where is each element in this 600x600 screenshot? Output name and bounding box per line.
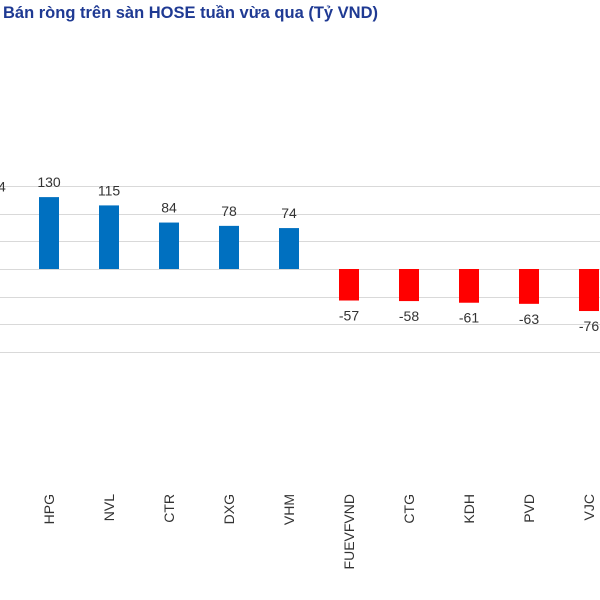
category-labels: HPG NVL CTR DXG VHM FUEVFVND CTG KDH PVD VJC (41, 494, 597, 570)
bar-vjc (579, 269, 599, 312)
value-label: 115 (98, 182, 121, 198)
bar-nvl (99, 205, 119, 269)
value-labels: 4 130 115 84 78 74 -57 -58 -61 -63 -76 (0, 174, 599, 334)
category-label: NVL (101, 494, 117, 521)
bar-ctg (399, 269, 419, 302)
bar-pvd (519, 269, 539, 304)
category-label: DXG (221, 494, 237, 524)
gridlines (0, 186, 600, 353)
chart-title: Bán ròng trên sàn HOSE tuần vừa qua (Tỷ … (3, 4, 378, 22)
value-label: 130 (37, 174, 61, 190)
value-label: 84 (161, 200, 177, 216)
category-label: PVD (521, 494, 537, 523)
value-label: 78 (221, 203, 237, 219)
value-label: -76 (579, 318, 599, 334)
bar-hpg (39, 197, 59, 269)
category-label: VJC (581, 494, 597, 520)
category-label: HPG (41, 494, 57, 524)
value-label: -58 (399, 308, 419, 324)
bar-dxg (219, 225, 239, 269)
bar-kdh (459, 269, 479, 303)
offscreen-value-label: 4 (0, 179, 6, 195)
bar-ctr (159, 222, 179, 269)
category-label: CTR (161, 494, 177, 523)
value-label: -57 (339, 308, 359, 324)
category-label: FUEVFVND (341, 494, 357, 569)
bars (39, 197, 599, 312)
bar-vhm (279, 228, 299, 269)
category-label: VHM (281, 494, 297, 525)
category-label: CTG (401, 494, 417, 524)
value-label: -63 (519, 311, 539, 327)
value-label: 74 (281, 205, 297, 221)
category-label: KDH (461, 494, 477, 524)
value-label: -61 (459, 310, 479, 326)
bar-fuevfvnd (339, 269, 359, 301)
